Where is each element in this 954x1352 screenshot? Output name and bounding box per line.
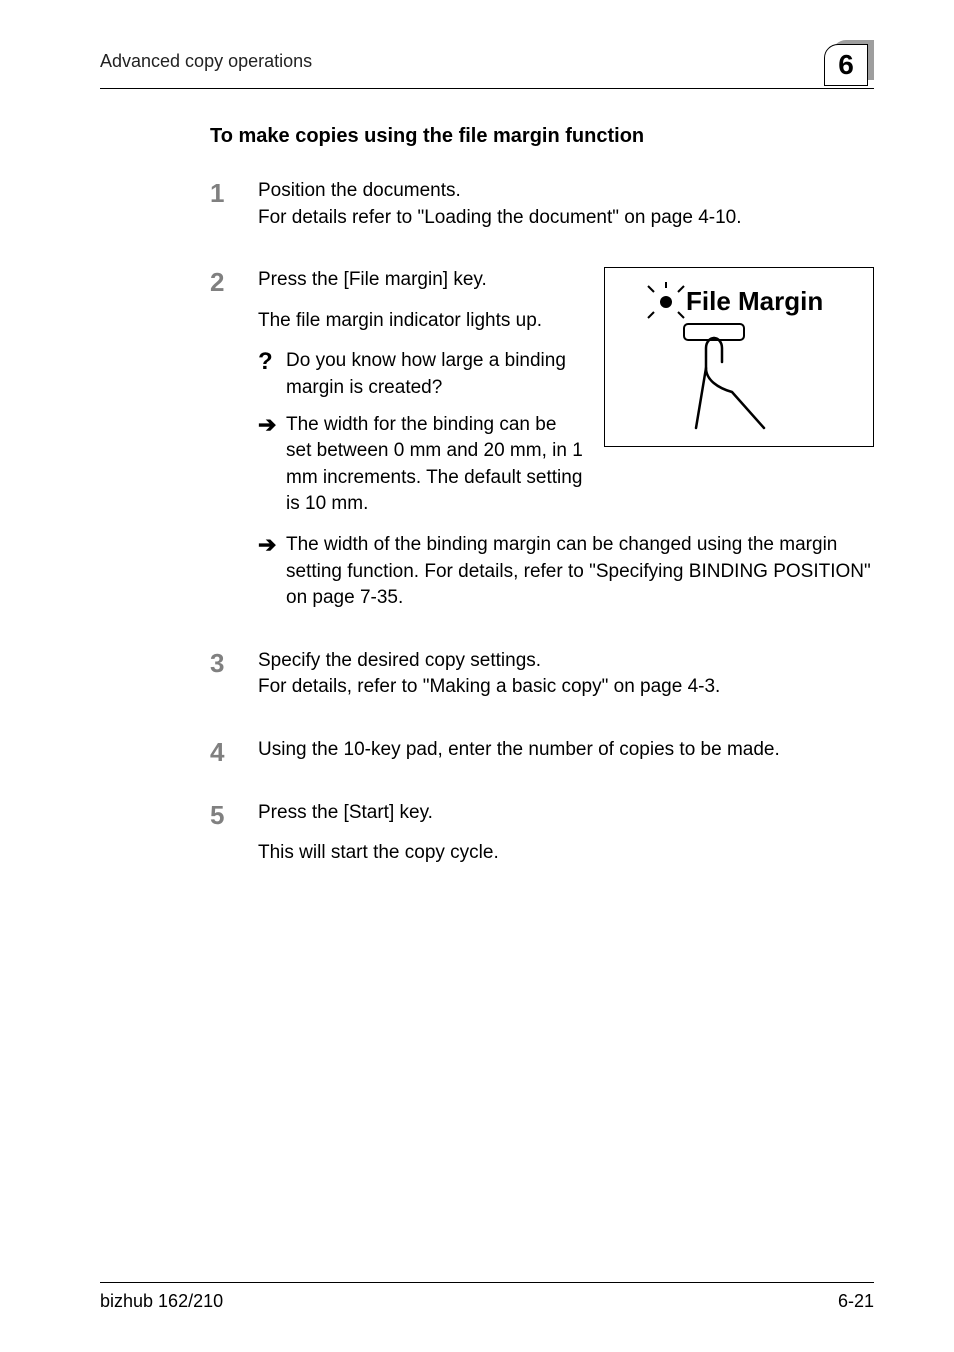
step-text: Press the [Start] key. — [258, 800, 874, 827]
arrow-right-icon: ➔ — [258, 412, 286, 436]
qa-question: Do you know how large a binding margin i… — [286, 348, 584, 401]
step-left-column: Press the [File margin] key. The file ma… — [258, 267, 584, 532]
step-body: Specify the desired copy settings. For d… — [258, 648, 874, 715]
figure-label: File Margin — [686, 286, 823, 316]
step-body: Position the documents. For details refe… — [258, 178, 874, 245]
step-body: Press the [Start] key. This will start t… — [258, 800, 874, 881]
step-body: Using the 10-key pad, enter the number o… — [258, 737, 874, 778]
qa-list: ? Do you know how large a binding margin… — [258, 348, 584, 518]
step-number: 5 — [210, 800, 258, 828]
question-mark-icon: ? — [258, 348, 286, 374]
step-text: The file margin indicator lights up. — [258, 308, 584, 335]
section-title: To make copies using the file margin fun… — [210, 125, 874, 148]
step-two-column: Press the [File margin] key. The file ma… — [258, 267, 874, 532]
qa-answer-item: ➔ The width of the binding margin can be… — [258, 532, 874, 612]
step-3: 3 Specify the desired copy settings. For… — [210, 648, 874, 715]
chapter-number: 6 — [824, 44, 868, 86]
footer-page: 6-21 — [838, 1291, 874, 1312]
step-number: 1 — [210, 178, 258, 206]
header-rule — [100, 88, 874, 89]
page: Advanced copy operations 6 To make copie… — [0, 0, 954, 1352]
step-line: Specify the desired copy settings. — [258, 650, 541, 671]
step-number: 3 — [210, 648, 258, 676]
step-2: 2 Press the [File margin] key. The file … — [210, 267, 874, 626]
step-4: 4 Using the 10-key pad, enter the number… — [210, 737, 874, 778]
arrow-right-icon: ➔ — [258, 532, 286, 556]
chapter-badge: 6 — [830, 40, 874, 82]
step-number: 2 — [210, 267, 258, 295]
footer-model: bizhub 162/210 — [100, 1291, 223, 1312]
step-text: Using the 10-key pad, enter the number o… — [258, 737, 874, 764]
step-5: 5 Press the [Start] key. This will start… — [210, 800, 874, 881]
qa-question-item: ? Do you know how large a binding margin… — [258, 348, 584, 401]
step-line: Position the documents. — [258, 180, 461, 201]
footer-rule — [100, 1282, 874, 1283]
step-text: Position the documents. For details refe… — [258, 178, 874, 231]
step-text: This will start the copy cycle. — [258, 840, 874, 867]
qa-answer-item: ➔ The width for the binding can be set b… — [258, 412, 584, 518]
step-line: For details, refer to "Making a basic co… — [258, 676, 720, 697]
hand-press-icon — [696, 338, 764, 428]
step-body: Press the [File margin] key. The file ma… — [258, 267, 874, 626]
file-margin-svg: File Margin — [624, 280, 854, 430]
step-line: For details refer to "Loading the docume… — [258, 207, 742, 228]
step-text: Specify the desired copy settings. For d… — [258, 648, 874, 701]
file-margin-figure: File Margin — [604, 267, 874, 447]
qa-answer: The width of the binding margin can be c… — [286, 532, 874, 612]
footer: bizhub 162/210 6-21 — [100, 1282, 874, 1312]
qa-answer: The width for the binding can be set bet… — [286, 412, 584, 518]
section-body: To make copies using the file margin fun… — [210, 125, 874, 881]
running-title: Advanced copy operations — [100, 51, 312, 72]
indicator-icon — [648, 282, 684, 318]
qa-list-continued: ➔ The width of the binding margin can be… — [258, 532, 874, 612]
footer-row: bizhub 162/210 6-21 — [100, 1291, 874, 1312]
step-figure: File Margin — [604, 267, 874, 447]
step-number: 4 — [210, 737, 258, 765]
step-text: Press the [File margin] key. — [258, 267, 584, 294]
step-1: 1 Position the documents. For details re… — [210, 178, 874, 245]
running-head: Advanced copy operations 6 — [100, 40, 874, 88]
